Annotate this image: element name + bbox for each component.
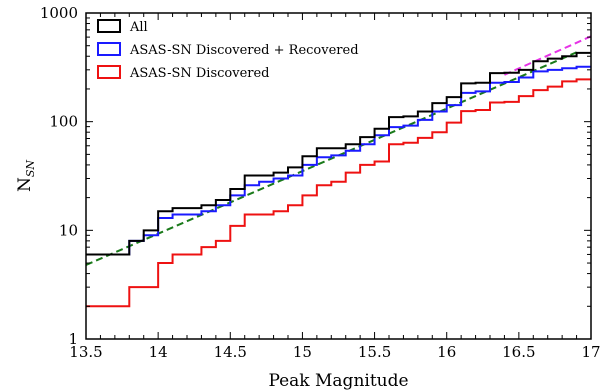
x-tick-label: 14 [149,343,168,361]
legend: All ASAS-SN Discovered + Recovered ASAS-SN… [97,19,359,81]
series-asas-sn-discovered-recovered-step-line [86,65,591,256]
plot-frame [85,12,592,340]
series-lines [86,51,591,308]
y-tick-label: 1000 [40,4,78,22]
x-tick-label: 14.5 [214,343,247,361]
y-axis-label-main: N [15,177,35,192]
x-axis-label: Peak Magnitude [268,371,408,391]
legend-swatch [97,19,121,33]
y-tick-label: 10 [59,221,78,239]
fit-lines [85,35,592,266]
x-tick-label: 17 [581,343,600,361]
y-axis-label: NSN [15,160,37,192]
x-tick-label: 16.5 [502,343,535,361]
x-tick-label: 15.5 [358,343,391,361]
series-asas-sn-discovered-step-line [86,78,591,308]
series-all-step-line [86,51,591,256]
legend-swatch [97,42,121,56]
legend-label: ASAS-SN Discovered [129,66,270,81]
x-tick-label: 15 [293,343,312,361]
fit-line-green [85,51,577,266]
legend-swatch [97,65,121,79]
fit-line-magenta [504,35,592,76]
legend-label: All [129,20,148,35]
y-tick-label: 1 [68,330,78,348]
x-tick-label: 16 [437,343,456,361]
legend-label: ASAS-SN Discovered + Recovered [129,43,359,58]
x-axis-ticks: 13.5 14 14.5 15 15.5 16 16.5 17 [69,13,601,361]
x-tick-label: 13.5 [69,343,102,361]
y-tick-label: 100 [49,113,78,131]
y-axis-label-subscript: SN [24,160,37,178]
y-axis-ticks: 1 10 100 1000 [40,4,591,348]
